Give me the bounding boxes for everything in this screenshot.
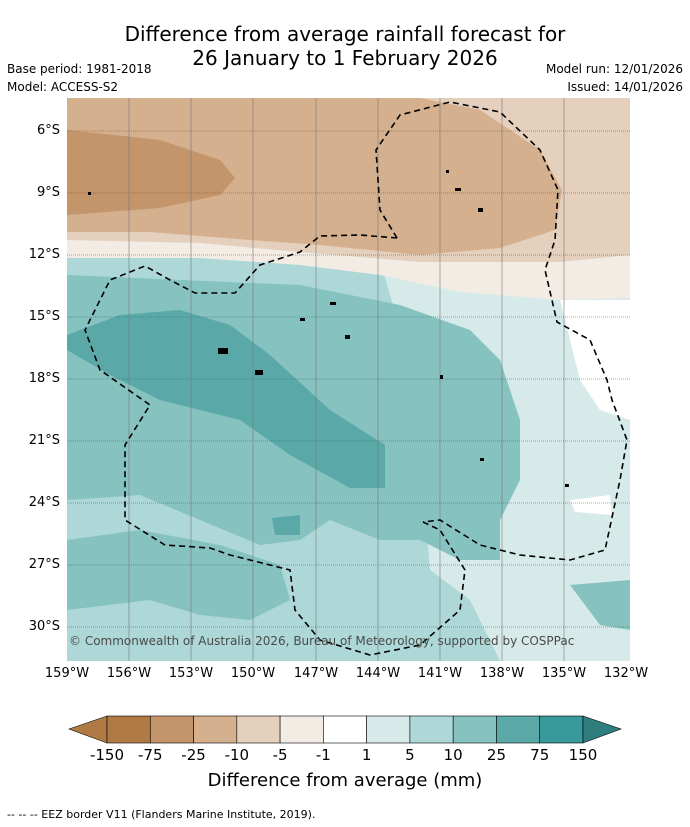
- lat-label-12s: 12°S: [28, 247, 60, 262]
- region-neutral-east: [560, 300, 630, 420]
- colorbar-tick-label: -10: [224, 746, 250, 764]
- colorbar-title: Difference from average (mm): [207, 770, 483, 791]
- colorbar-tick-label: -150: [89, 746, 125, 764]
- title-line-2: 26 January to 1 February 2026: [192, 46, 498, 70]
- meta-right: Model run: 12/01/2026 Issued: 14/01/2026: [546, 60, 683, 96]
- chart-title: Difference from average rainfall forecas…: [0, 22, 690, 70]
- colorbar-tick-label: 10: [443, 746, 463, 764]
- colorbar-segment: [496, 715, 541, 744]
- lat-label-27s: 27°S: [28, 557, 60, 572]
- colorbar-segment: [193, 715, 238, 744]
- colorbar-tick-label: -25: [181, 746, 206, 764]
- eez-border-west: [84, 234, 466, 656]
- lon-label-150w: 150°W: [230, 666, 276, 681]
- colorbar-tick-label: 5: [405, 746, 415, 764]
- lon-label-135w: 135°W: [541, 666, 587, 681]
- colorbar-tick-label: -5: [272, 746, 288, 764]
- colorbar: [68, 715, 622, 744]
- lon-label-138w: 138°W: [479, 666, 525, 681]
- colorbar-segments: [106, 715, 584, 744]
- colorbar-tick-label: 25: [486, 746, 506, 764]
- region-10-to-25-south: [67, 530, 290, 620]
- eez-footnote: -- -- -- EEZ border V11 (Flanders Marine…: [7, 808, 316, 821]
- colorbar-segment: [106, 715, 151, 744]
- colorbar-tick-label: 150: [568, 746, 598, 764]
- lon-label-156w: 156°W: [106, 666, 152, 681]
- region-25-to-75-island: [272, 515, 300, 535]
- copyright-notice: © Commonwealth of Australia 2026, Bureau…: [69, 634, 575, 648]
- lat-label-30s: 30°S: [28, 619, 60, 634]
- lon-label-147w: 147°W: [293, 666, 339, 681]
- colorbar-segment: [236, 715, 281, 744]
- lat-label-24s: 24°S: [28, 495, 60, 510]
- colorbar-segment: [539, 715, 584, 744]
- lat-label-15s: 15°S: [28, 309, 60, 324]
- colorbar-segment: [452, 715, 497, 744]
- colorbar-segment: [366, 715, 411, 744]
- colorbar-tick-label: -75: [138, 746, 163, 764]
- lon-label-159w: 159°W: [44, 666, 90, 681]
- colorbar-tick-label: 75: [530, 746, 550, 764]
- region-minus-25-to-75: [67, 130, 235, 215]
- lat-label-9s: 9°S: [36, 185, 60, 200]
- colorbar-extend-right: [582, 715, 622, 744]
- colorbar-segment: [409, 715, 454, 744]
- map-area: [67, 98, 630, 661]
- model-run: Model run: 12/01/2026: [545, 62, 683, 76]
- colorbar-tick-label: 1: [361, 746, 372, 764]
- lon-label-153w: 153°W: [168, 666, 214, 681]
- model-name: Model: ACCESS-S2: [7, 80, 119, 94]
- title-line-1: Difference from average rainfall forecas…: [124, 22, 566, 46]
- colorbar-tick-label: -1: [315, 746, 331, 764]
- lat-label-18s: 18°S: [28, 371, 60, 386]
- lon-label-141w: 141°W: [417, 666, 463, 681]
- lon-label-132w: 132°W: [603, 666, 649, 681]
- issued-date: Issued: 14/01/2026: [567, 80, 683, 94]
- region-25-to-75: [67, 310, 385, 488]
- lon-label-144w: 144°W: [355, 666, 401, 681]
- lat-label-21s: 21°S: [28, 433, 60, 448]
- lat-label-6s: 6°S: [36, 123, 60, 138]
- region-10-to-25-se: [570, 580, 630, 630]
- islands: [88, 170, 569, 487]
- colorbar-segment: [323, 715, 367, 744]
- colorbar-segment: [149, 715, 194, 744]
- colorbar-extend-left: [68, 715, 108, 744]
- meta-left: Base period: 1981-2018 Model: ACCESS-S2: [7, 60, 152, 96]
- meridians: [128, 98, 565, 661]
- colorbar-segment: [279, 715, 324, 744]
- base-period: Base period: 1981-2018: [7, 62, 152, 76]
- eez-border-east: [375, 101, 628, 561]
- region-neutral-small: [570, 495, 612, 515]
